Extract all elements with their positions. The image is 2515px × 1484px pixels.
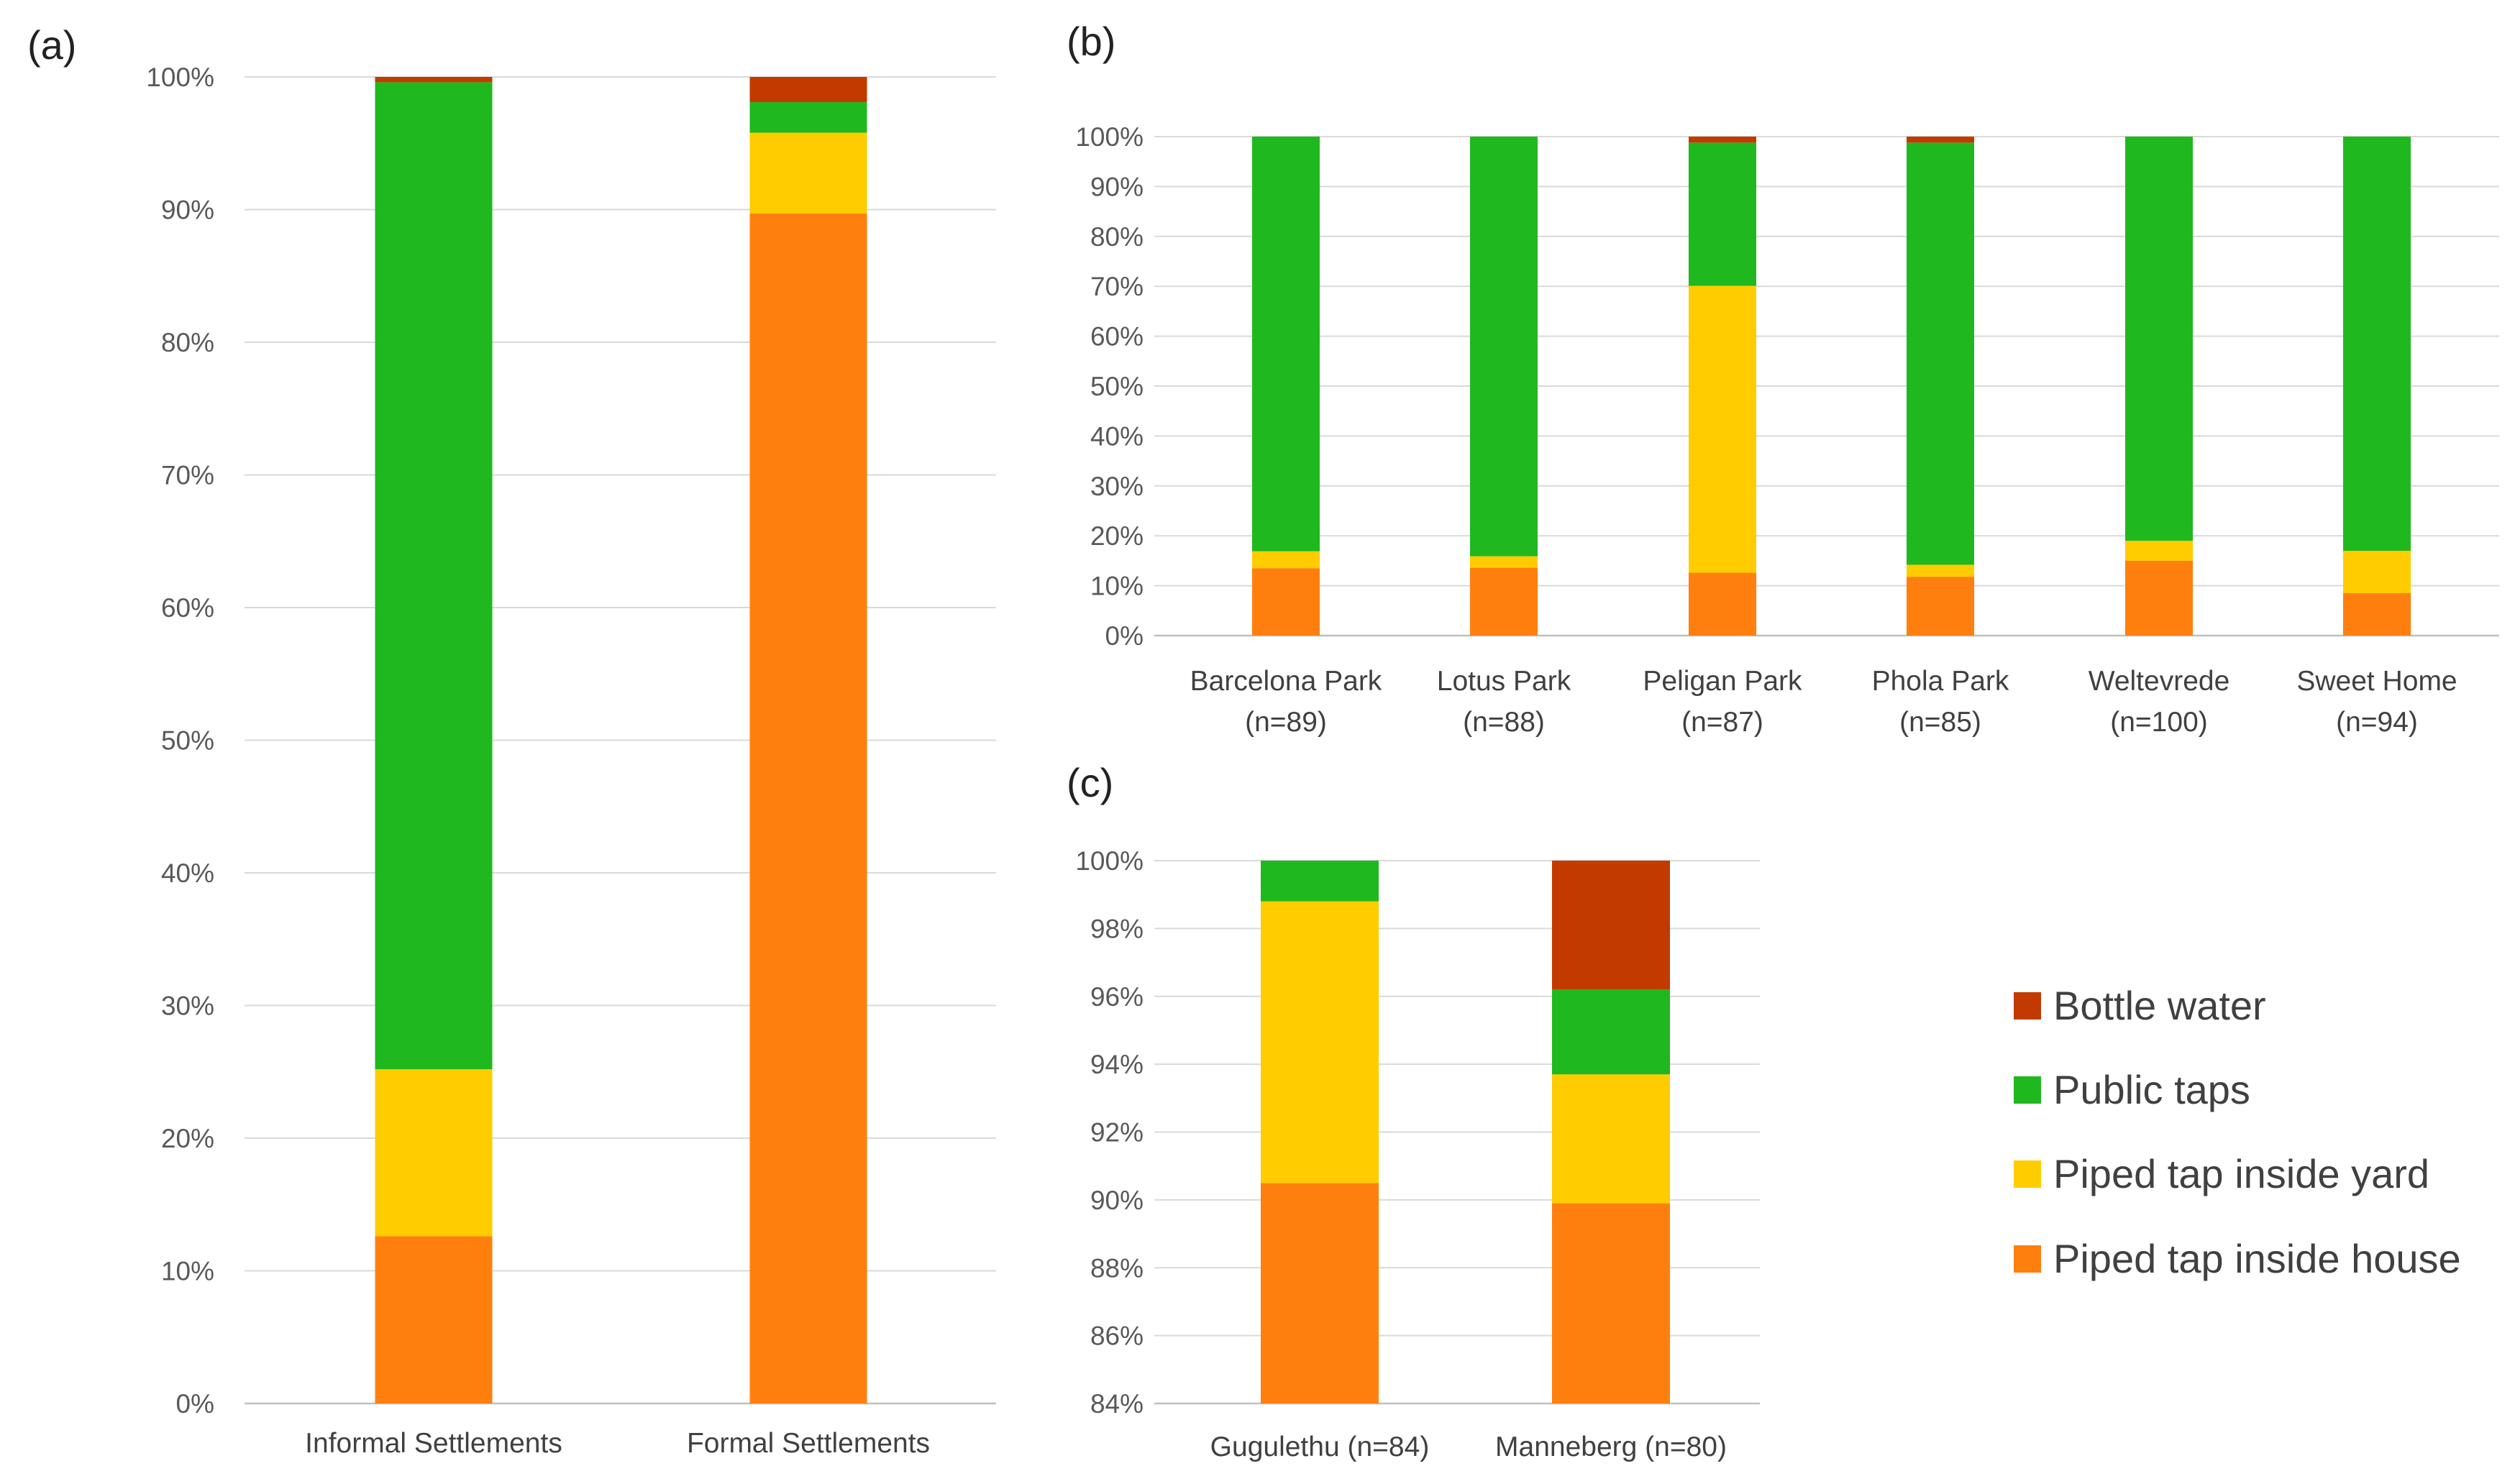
panel-a-chart: (a) 0% 10% 20% 30% 40% 50% 60% 70% 80% 90% 100% Info…: [27, 22, 996, 1459]
y-tick-label: 60%: [1090, 322, 1144, 352]
x-category-label: Formal Settlements: [687, 1428, 930, 1459]
y-tick-label: 70%: [161, 461, 214, 490]
bar-segment-piped-tap-inside-house: [1689, 572, 1756, 636]
legend-swatch: [2014, 1245, 2041, 1273]
legend-label: Public taps: [2053, 1067, 2250, 1112]
y-tick-label: 84%: [1090, 1389, 1144, 1419]
y-tick-label: 90%: [1090, 172, 1144, 201]
legend-label: Piped tap inside house: [2053, 1236, 2461, 1281]
legend-swatch: [2014, 1076, 2041, 1104]
panel-b-chart: (b) 0% 10% 20% 30% 40% 50% 60% 70% 80% 90% 100% Barc…: [1067, 19, 2499, 738]
bar-segment-bottle-water: [1689, 137, 1756, 143]
bar-segment-piped-tap-inside-yard: [1470, 556, 1538, 568]
y-tick-label: 0%: [1105, 621, 1144, 651]
y-tick-label: 100%: [146, 63, 214, 92]
x-category-label: Weltevrede: [2089, 666, 2230, 697]
y-tick-label: 30%: [1090, 472, 1144, 501]
bar-segment-public-taps: [749, 102, 867, 133]
y-tick-label: 98%: [1090, 914, 1144, 943]
bar-segment-piped-tap-inside-yard: [1261, 901, 1379, 1183]
y-tick-label: 100%: [1075, 846, 1144, 876]
x-category-label: Gugulethu (n=84): [1210, 1432, 1430, 1462]
legend-swatch: [2014, 1160, 2041, 1188]
y-tick-label: 50%: [161, 726, 214, 756]
bar-segment-piped-tap-inside-yard: [1907, 564, 1974, 577]
bar-segment-piped-tap-inside-yard: [2343, 551, 2411, 594]
legend-label: Bottle water: [2053, 983, 2266, 1028]
y-tick-label: 94%: [1090, 1050, 1144, 1079]
panel-label: (a): [27, 22, 76, 68]
bar-segment-piped-tap-inside-yard: [2125, 541, 2193, 561]
bar-segment-piped-tap-inside-yard: [1689, 285, 1756, 573]
y-tick-label: 90%: [161, 196, 214, 225]
bar-segment-bottle-water: [749, 77, 867, 103]
y-tick-label: 86%: [1090, 1322, 1144, 1351]
y-tick-label: 0%: [176, 1389, 214, 1419]
bar-segment-piped-tap-inside-yard: [749, 132, 867, 214]
bar-segment-bottle-water: [375, 77, 493, 83]
y-tick-label: 88%: [1090, 1253, 1144, 1283]
bar-segment-piped-tap-inside-house: [1552, 1203, 1670, 1403]
bar-segment-piped-tap-inside-house: [2343, 593, 2411, 636]
bar-segment-public-taps: [1689, 142, 1756, 286]
x-category-count: (n=100): [2110, 707, 2208, 738]
x-category-label: Manneberg (n=80): [1495, 1432, 1727, 1462]
bar-segment-piped-tap-inside-yard: [1552, 1074, 1670, 1204]
bar-segment-piped-tap-inside-house: [2125, 560, 2193, 636]
bar-segment-bottle-water: [1552, 861, 1670, 990]
y-tick-label: 96%: [1090, 982, 1144, 1012]
y-tick-label: 10%: [1090, 572, 1144, 601]
bar-segment-public-taps: [1907, 142, 1974, 565]
x-category-label: Lotus Park: [1437, 666, 1571, 697]
bar-segment-public-taps: [2125, 137, 2193, 541]
x-category-count: (n=87): [1681, 707, 1763, 738]
y-tick-label: 20%: [1090, 521, 1144, 551]
bar-segment-piped-tap-inside-house: [375, 1236, 493, 1403]
legend-swatch: [2014, 992, 2041, 1020]
bar-segment-piped-tap-inside-house: [1261, 1183, 1379, 1403]
bar-segment-bottle-water: [1907, 137, 1974, 143]
y-tick-label: 80%: [161, 328, 214, 357]
legend-label: Piped tap inside yard: [2053, 1151, 2429, 1196]
y-tick-label: 80%: [1090, 222, 1144, 252]
bar-segment-public-taps: [1470, 137, 1538, 556]
y-tick-label: 40%: [161, 858, 214, 888]
x-category-count: (n=88): [1463, 707, 1545, 738]
y-tick-label: 90%: [1090, 1186, 1144, 1215]
x-category-label: Peligan Park: [1643, 666, 1802, 697]
bar-segment-piped-tap-inside-house: [749, 214, 867, 1403]
bar-segment-piped-tap-inside-yard: [1252, 551, 1320, 569]
bar-segment-piped-tap-inside-house: [1470, 567, 1538, 636]
panel-label: (b): [1067, 19, 1115, 64]
y-tick-label: 92%: [1090, 1118, 1144, 1148]
x-category-label: Informal Settlements: [305, 1428, 562, 1459]
y-tick-label: 20%: [161, 1124, 214, 1153]
bar-segment-piped-tap-inside-house: [1252, 568, 1320, 636]
x-category-label: Sweet Home: [2296, 666, 2457, 697]
y-tick-label: 70%: [1090, 272, 1144, 301]
y-tick-label: 40%: [1090, 421, 1144, 451]
panel-c-chart: (c) 84% 86% 88% 90% 92% 94% 96% 98% 100% Gugulethu…: [1067, 760, 1760, 1462]
bar-segment-public-taps: [375, 82, 493, 1070]
y-tick-label: 60%: [161, 593, 214, 623]
x-category-label: Phola Park: [1872, 666, 2009, 697]
bar-segment-piped-tap-inside-yard: [375, 1069, 493, 1237]
x-category-count: (n=89): [1245, 707, 1327, 738]
x-category-count: (n=85): [1899, 707, 1981, 738]
panel-label: (c): [1067, 760, 1113, 805]
bar-segment-public-taps: [1552, 989, 1670, 1075]
y-tick-label: 30%: [161, 991, 214, 1021]
bar-segment-public-taps: [1261, 861, 1379, 902]
bar-segment-piped-tap-inside-house: [1907, 577, 1974, 636]
y-tick-label: 10%: [161, 1257, 214, 1286]
x-category-label: Barcelona Park: [1190, 666, 1382, 697]
legend: Bottle water Public taps Piped tap inside …: [2014, 983, 2461, 1281]
x-category-count: (n=94): [2336, 707, 2418, 738]
bar-segment-public-taps: [1252, 137, 1320, 551]
y-tick-label: 100%: [1075, 122, 1144, 152]
bar-segment-public-taps: [2343, 137, 2411, 551]
y-tick-label: 50%: [1090, 372, 1144, 401]
